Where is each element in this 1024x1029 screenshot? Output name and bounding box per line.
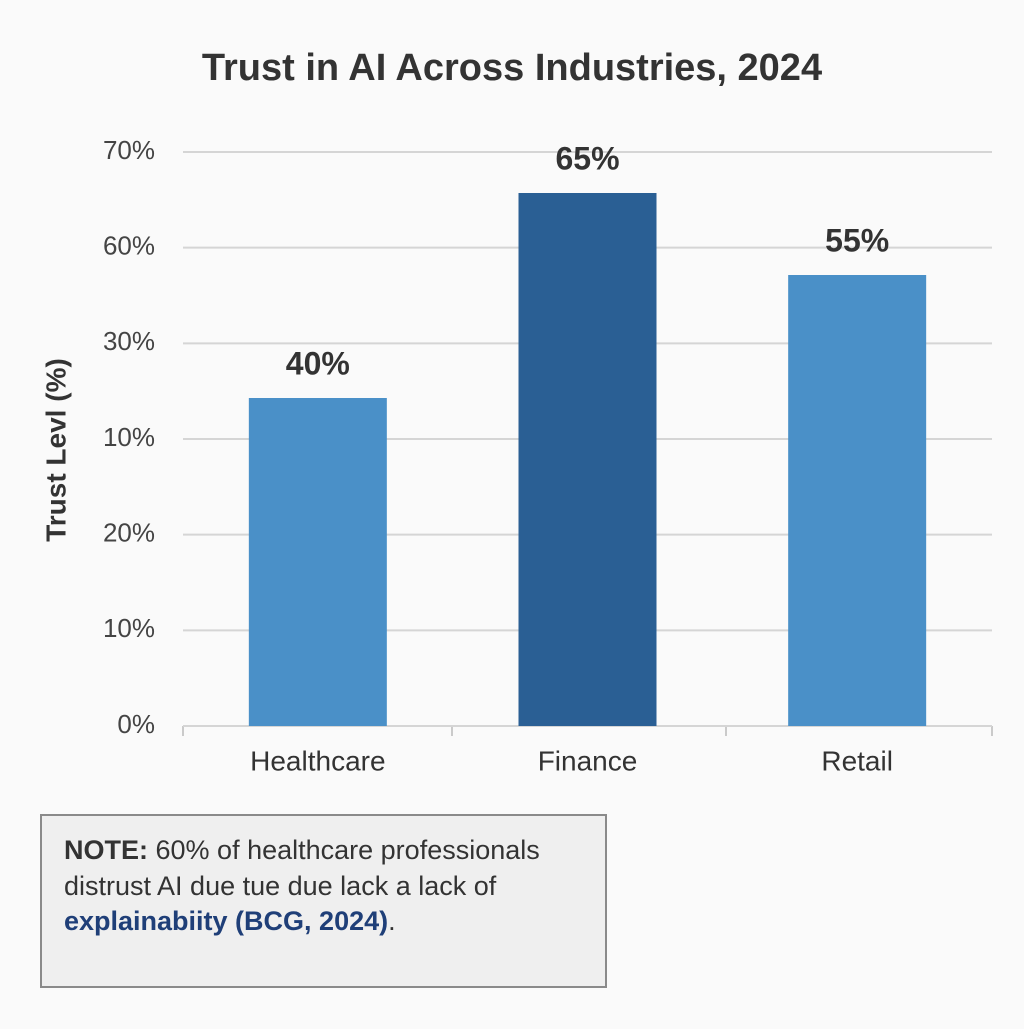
note-text: distrust AI due tue due lack a lack of <box>64 871 497 901</box>
note-text: 60% of healthcare professionals <box>156 835 540 865</box>
note-source: explainabiity (BCG, 2024) <box>64 906 388 936</box>
y-tick-label: 0% <box>117 709 155 739</box>
note-box <box>40 814 607 988</box>
y-tick-label: 70% <box>103 135 155 165</box>
y-tick-label: 20% <box>103 518 155 548</box>
x-axis-ticks <box>182 726 993 736</box>
note-line: explainabiity (BCG, 2024). <box>64 906 396 936</box>
x-tick-label: Finance <box>538 745 638 776</box>
data-label: 40% <box>286 345 350 381</box>
y-tick-label: 60% <box>103 231 155 261</box>
data-label: 65% <box>555 140 619 176</box>
data-label: 55% <box>825 222 889 258</box>
y-axis-label: Trust Levl (%) <box>40 358 71 542</box>
y-tick-label: 10% <box>103 613 155 643</box>
x-tick-label: Retail <box>821 745 893 776</box>
bar <box>788 275 927 726</box>
chart-title: Trust in AI Across Industries, 2024 <box>202 47 822 89</box>
note-line: NOTE: 60% of healthcare professionals <box>64 835 540 865</box>
note-label: NOTE: <box>64 835 148 865</box>
bar <box>518 193 657 726</box>
y-tick-label: 30% <box>103 326 155 356</box>
bar <box>248 398 387 726</box>
x-tick-label: Healthcare <box>250 745 385 776</box>
y-tick-label: 10% <box>103 422 155 452</box>
note-end: . <box>388 906 396 936</box>
